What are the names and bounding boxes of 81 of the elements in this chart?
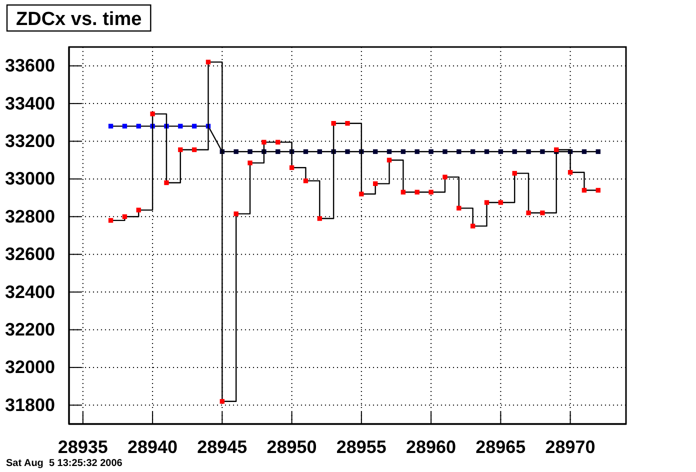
point xyxy=(442,149,448,154)
point xyxy=(108,218,114,223)
point xyxy=(303,149,308,154)
point xyxy=(234,149,238,154)
point xyxy=(248,149,252,154)
point xyxy=(414,149,420,154)
point xyxy=(276,140,280,145)
y-tick-label: 33400 xyxy=(4,93,55,114)
point xyxy=(150,112,155,116)
point xyxy=(498,200,504,205)
y-tick-label: 33200 xyxy=(4,131,55,152)
x-tick-label: 28960 xyxy=(406,436,456,457)
point xyxy=(359,192,364,196)
y-tick-label: 32200 xyxy=(4,320,55,340)
point xyxy=(526,149,531,154)
y-tick-label: 32800 xyxy=(4,206,55,226)
y-tick-label: 33000 xyxy=(4,168,55,189)
point xyxy=(582,149,587,154)
point xyxy=(400,190,406,194)
y-tick-label: 32600 xyxy=(4,244,55,264)
chart-title: ZDCx vs. time xyxy=(16,9,142,30)
point xyxy=(178,147,183,152)
point xyxy=(456,206,462,211)
point xyxy=(220,399,225,404)
x-tick-label: 28935 xyxy=(58,436,108,457)
point xyxy=(276,149,280,154)
point xyxy=(582,188,587,193)
x-tick-label: 28965 xyxy=(476,436,526,457)
point xyxy=(470,149,476,154)
point xyxy=(414,190,420,194)
point xyxy=(512,170,517,176)
x-tick-label: 28945 xyxy=(197,436,248,457)
point xyxy=(136,124,141,129)
point xyxy=(345,149,350,154)
point xyxy=(470,224,476,228)
point xyxy=(386,158,392,162)
point xyxy=(484,200,490,205)
point xyxy=(206,60,211,64)
x-tick-label: 28950 xyxy=(266,436,317,457)
point xyxy=(373,181,378,186)
point xyxy=(596,149,600,154)
point xyxy=(178,124,183,129)
point xyxy=(442,174,448,180)
point xyxy=(373,149,378,154)
point xyxy=(428,190,434,194)
point xyxy=(122,214,128,219)
point xyxy=(428,149,434,154)
point xyxy=(345,120,350,126)
point xyxy=(234,211,238,216)
point xyxy=(331,120,336,126)
point xyxy=(540,149,545,154)
point xyxy=(386,149,392,154)
y-tick-label: 31800 xyxy=(4,394,55,415)
point xyxy=(317,149,322,154)
point xyxy=(484,149,490,154)
y-tick-label: 32000 xyxy=(4,357,55,378)
point xyxy=(289,165,294,170)
point xyxy=(108,124,114,129)
point xyxy=(498,149,504,154)
point xyxy=(512,149,517,154)
y-tick-label: 32400 xyxy=(4,282,55,302)
point xyxy=(164,180,169,186)
point xyxy=(596,188,600,193)
point xyxy=(192,147,197,152)
point xyxy=(262,140,266,145)
x-tick-label: 28970 xyxy=(545,436,596,457)
point xyxy=(303,178,308,184)
point xyxy=(400,149,406,154)
point xyxy=(568,170,573,175)
x-tick-label: 28955 xyxy=(336,436,386,457)
point xyxy=(248,160,252,166)
point xyxy=(122,124,128,129)
text: Sat Aug 5 13:25:32 2006 xyxy=(6,458,123,469)
x-tick-label: 28940 xyxy=(128,436,178,457)
point xyxy=(540,210,545,216)
point xyxy=(136,208,141,212)
point xyxy=(317,216,322,221)
point xyxy=(192,124,197,129)
point xyxy=(526,210,531,216)
y-tick-label: 33600 xyxy=(4,56,55,76)
point xyxy=(456,149,462,154)
